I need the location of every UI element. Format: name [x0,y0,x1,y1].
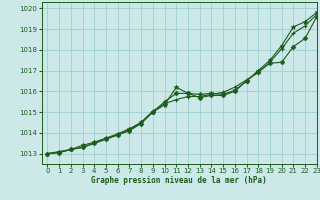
X-axis label: Graphe pression niveau de la mer (hPa): Graphe pression niveau de la mer (hPa) [91,176,267,185]
